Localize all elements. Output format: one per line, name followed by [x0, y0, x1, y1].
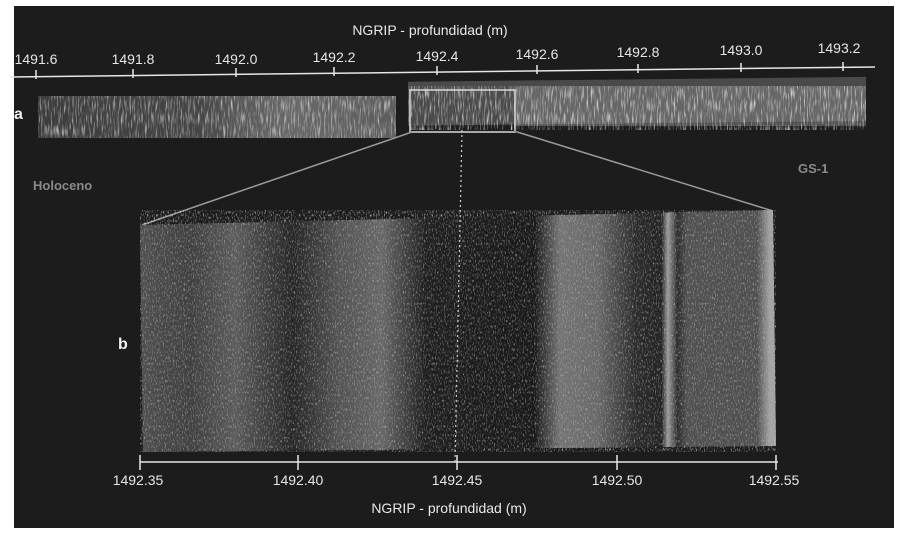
top-tick-label: 1492.2 — [312, 49, 356, 65]
bottom-tick-label: 1492.50 — [591, 472, 643, 488]
top-tick-label: 1493.0 — [719, 42, 763, 58]
zone-label-holoceno: Holoceno — [33, 178, 93, 193]
top-axis-title: NGRIP - profundidad (m) — [352, 22, 508, 38]
bottom-axis-title: NGRIP - profundidad (m) — [371, 500, 527, 516]
top-tick-label: 1493.2 — [817, 40, 861, 56]
zone-label-gs1: GS-1 — [798, 161, 829, 176]
core-strip-a-left — [38, 96, 396, 138]
panel-label-a: a — [14, 106, 23, 123]
top-tick-label: 1492.4 — [415, 48, 459, 64]
bottom-tick-label: 1492.40 — [272, 472, 324, 488]
center-dotted-line — [454, 129, 463, 463]
top-tick-label: 1491.8 — [111, 51, 155, 67]
top-axis-line — [9, 66, 876, 78]
top-tick-label: 1492.8 — [616, 44, 660, 60]
top-tick-label: 1492.6 — [515, 46, 559, 62]
bottom-tick-label: 1492.55 — [748, 472, 800, 488]
top-tick-label: 1491.6 — [14, 51, 58, 67]
panel-label-b: b — [118, 336, 128, 353]
bottom-tick-label: 1492.45 — [431, 472, 483, 488]
top-tick-label: 1492.0 — [214, 51, 258, 67]
core-strip-a-right — [408, 76, 866, 130]
bottom-tick-label: 1492.35 — [112, 472, 164, 488]
